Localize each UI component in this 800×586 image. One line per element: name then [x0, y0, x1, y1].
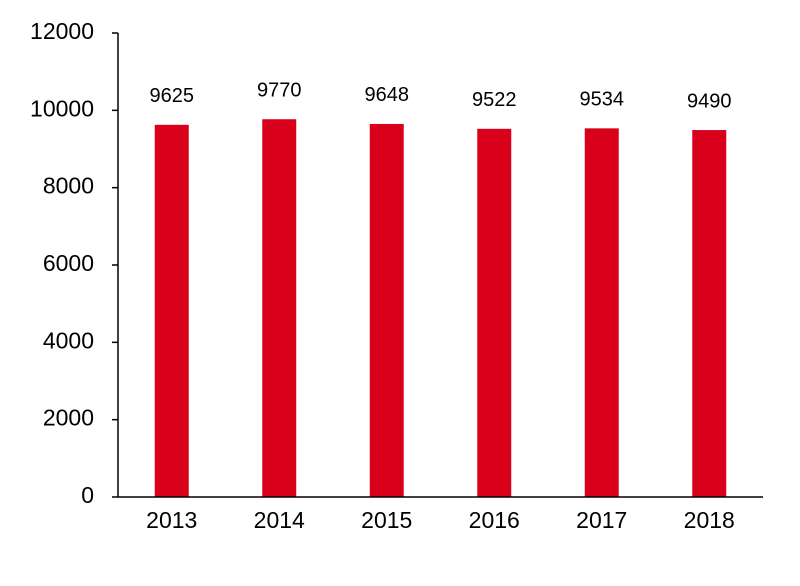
data-label: 9490 — [687, 90, 732, 112]
y-tick-label: 4000 — [43, 327, 94, 353]
x-tick-label: 2015 — [361, 507, 412, 533]
y-tick-label: 6000 — [43, 250, 94, 276]
x-tick-label: 2013 — [146, 507, 197, 533]
y-tick-label: 8000 — [43, 173, 94, 199]
x-tick-label: 2016 — [469, 507, 520, 533]
y-tick-label: 12000 — [30, 18, 94, 44]
data-label: 9770 — [257, 80, 302, 102]
data-label: 9648 — [365, 84, 410, 106]
y-tick-label: 10000 — [30, 95, 94, 121]
data-label: 9625 — [150, 85, 195, 107]
data-label: 9522 — [472, 89, 517, 111]
bar — [369, 123, 404, 497]
bar — [262, 119, 297, 497]
bar — [584, 128, 619, 498]
x-tick-label: 2017 — [576, 507, 627, 533]
y-tick-label: 0 — [81, 482, 94, 508]
bar — [477, 128, 512, 498]
bar — [154, 124, 189, 497]
y-tick-label: 2000 — [43, 405, 94, 431]
bar — [692, 130, 727, 497]
x-tick-label: 2014 — [254, 507, 305, 533]
data-label: 9534 — [580, 89, 625, 111]
x-tick-label: 2018 — [684, 507, 735, 533]
